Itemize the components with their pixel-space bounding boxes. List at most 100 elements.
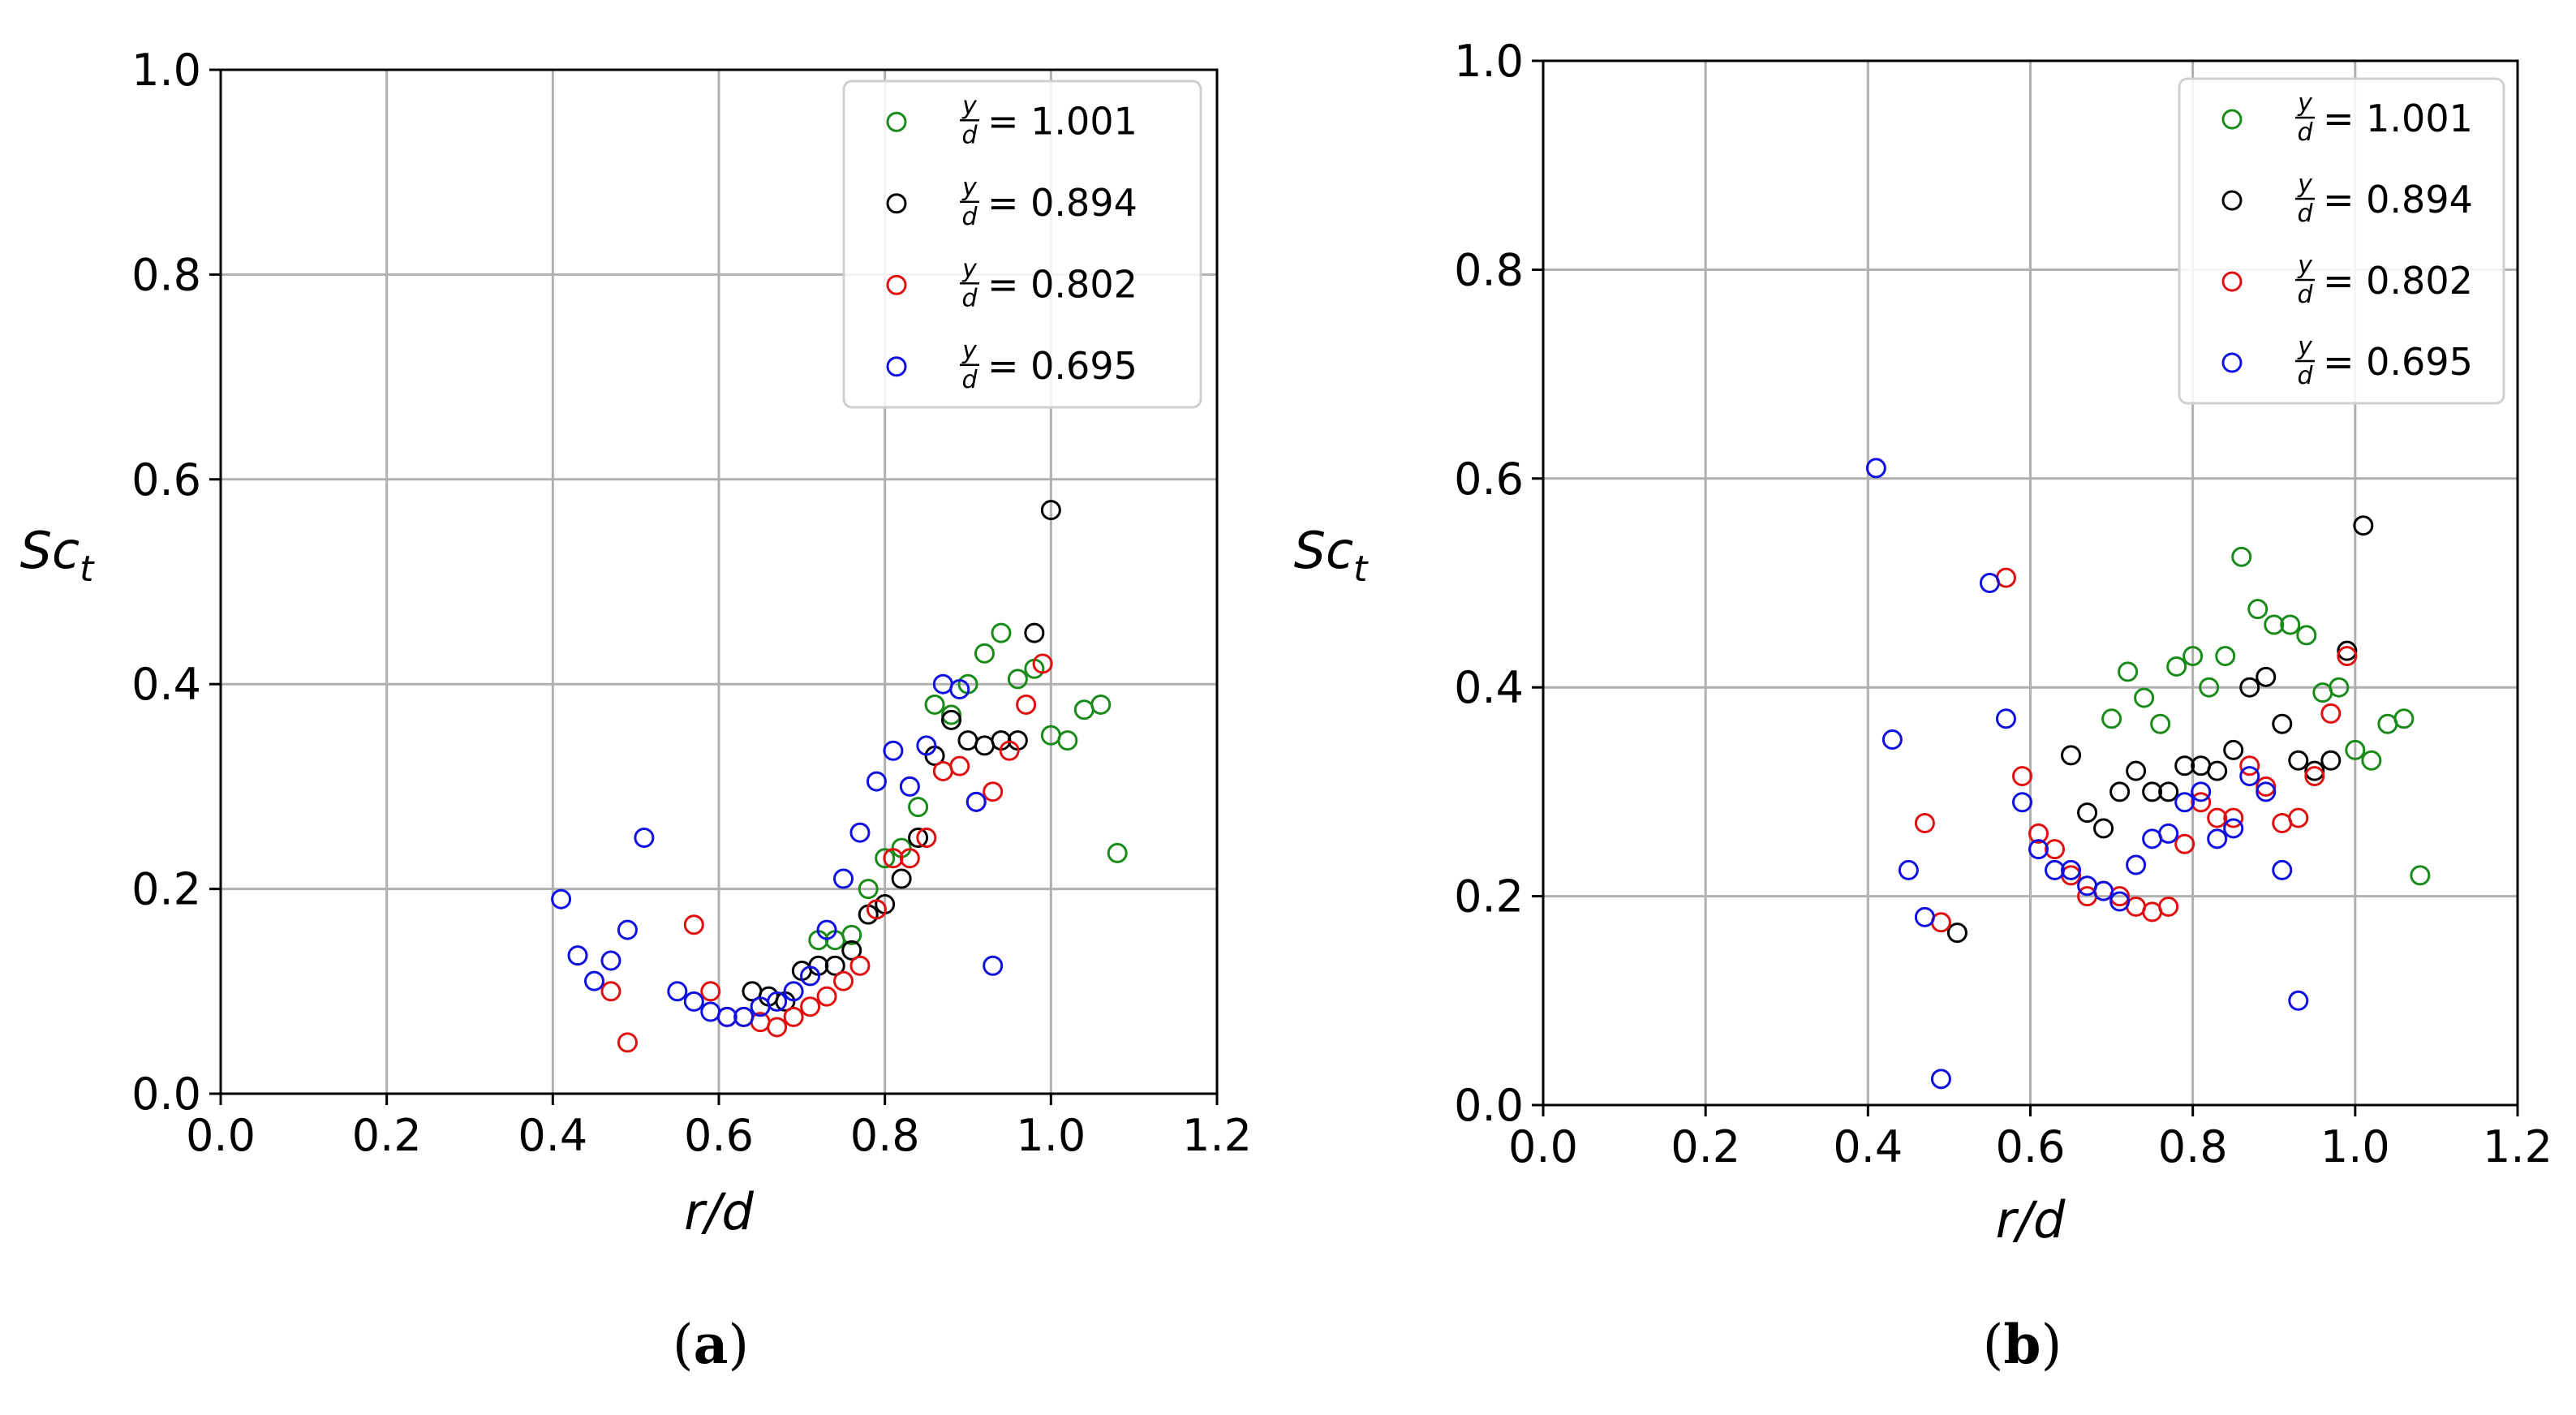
chart-2-series-4-point-8 [2011, 792, 2032, 813]
chart-1-series-1-point-16 [1057, 730, 1078, 751]
chart-2-series-2-point-15 [2272, 713, 2293, 734]
chart-1-series-1-point-17 [1073, 699, 1094, 720]
chart-2-series-1-point-9 [2231, 546, 2252, 567]
chart-2-panel-label-letter: b [2003, 1313, 2041, 1376]
chart-2-legend-marker-3 [2221, 271, 2243, 292]
chart-1-series-4-point-4 [600, 950, 621, 971]
chart-1-series-1-point-3 [841, 924, 862, 945]
chart-2-series-2-point-11 [2207, 760, 2228, 781]
chart-1-ytick-label-2: 0.4 [131, 659, 201, 710]
chart-2-legend-value-4: = 0.695 [2323, 340, 2473, 384]
chart-1-series-3-point-4 [700, 981, 721, 1002]
chart-2-series-1-point-10 [2247, 599, 2269, 620]
chart-2-ytick-label-0: 0.0 [1454, 1080, 1524, 1131]
chart-1-series-3-point-19 [949, 755, 970, 776]
chart-1-series-1-point-11 [974, 643, 995, 664]
chart-2-panel-label-open: ( [1983, 1314, 2004, 1376]
chart-2-series-4-point-15 [2126, 854, 2147, 875]
chart-2-xtick-label-3: 0.6 [1996, 1121, 2066, 1172]
chart-2-series-4-point-23 [2256, 781, 2277, 802]
chart-1-series-4-point-1 [551, 888, 572, 910]
chart-2-series-4-point-14 [2109, 891, 2131, 912]
chart-1-legend-frac-den-3: d [961, 284, 978, 312]
chart-1-series-3-point-11 [816, 986, 837, 1007]
chart-1-series-4-point-2 [567, 945, 588, 966]
chart-1-xtick-label-1: 0.2 [352, 1110, 422, 1161]
chart-2-legend-frac-num-1: y [2297, 89, 2313, 118]
chart-1-xtick-label-6: 1.2 [1182, 1110, 1252, 1161]
chart-1-series-4-point-8 [683, 991, 704, 1012]
chart-2-series-4-point-3 [1898, 859, 1919, 880]
chart-1-series-4-point-21 [899, 776, 920, 797]
chart-2-xtick-label-5: 1.0 [2320, 1121, 2390, 1172]
chart-1-xtick-label-0: 0.0 [186, 1110, 256, 1161]
chart-1-series-1-point-5 [875, 848, 896, 869]
chart-2-series-4-point-24 [2272, 859, 2293, 880]
chart-2-series-1-point-19 [2393, 708, 2415, 729]
chart-1-panel-label-open: ( [673, 1314, 694, 1376]
chart-1-series-3-point-14 [866, 899, 887, 920]
chart-2-ytick-label-2: 0.4 [1454, 662, 1524, 713]
chart-2-legend-value-3: = 0.802 [2323, 259, 2473, 303]
chart-2-series-2-point-3 [2077, 802, 2098, 824]
chart-1-ytick-label-0: 0.0 [131, 1069, 201, 1120]
chart-2-series-1-point-12 [2280, 614, 2301, 635]
chart-1-xlabel: r/d [684, 1182, 754, 1241]
chart-2-series-4-point-20 [2207, 828, 2228, 849]
chart-2-series-1-point-8 [2215, 646, 2236, 667]
chart-1-series-3-point-22 [999, 740, 1020, 761]
chart-1-ytick-label-3: 0.6 [131, 454, 201, 505]
chart-2-series-2-point-19 [2337, 640, 2358, 661]
chart-2-series-3-point-23 [2320, 703, 2342, 724]
chart-1-xtick-label-2: 0.4 [518, 1110, 587, 1161]
chart-2-series-4-point-9 [2028, 839, 2049, 860]
chart-2-series-1-point-4 [2150, 713, 2171, 734]
chart-2-series-2-point-18 [2320, 750, 2342, 771]
chart-1-series-4-point-3 [584, 970, 604, 991]
chart-1-series-2-point-6 [824, 955, 845, 976]
chart-2-series-2-point-1 [1946, 923, 1967, 944]
chart-1-series-4-point-13 [767, 991, 788, 1012]
chart-1-series-3-point-24 [1032, 653, 1053, 674]
chart-1-ytick-label-4: 0.8 [131, 249, 201, 300]
chart-2-series-2-point-13 [2239, 677, 2260, 698]
chart-2-series-4-point-25 [2288, 990, 2309, 1011]
chart-2-series-1-point-7 [2199, 677, 2220, 698]
chart-1-panel-label: (a) [673, 1313, 749, 1376]
chart-2-series-2-point-14 [2256, 666, 2277, 687]
chart-1-series-1-point-9 [941, 704, 962, 725]
chart-2-xlabel: r/d [1996, 1190, 2066, 1249]
chart-2-series-1-point-15 [2329, 677, 2350, 698]
chart-1-series-1-point-8 [924, 694, 945, 715]
chart-2-series-1-point-6 [2183, 646, 2204, 667]
chart-2-legend-frac-num-2: y [2297, 170, 2313, 199]
chart-1-series-2-point-14 [957, 730, 978, 751]
chart-1-series-3-point-15 [883, 848, 904, 869]
chart-2-series-2-point-20 [2353, 515, 2374, 536]
chart-2-series-2-point-17 [2304, 760, 2325, 781]
chart-1-series-2-point-7 [841, 940, 862, 961]
chart-2-ytick-label-4: 0.8 [1454, 244, 1524, 295]
chart-2-panel-label-close: ) [2041, 1314, 2062, 1376]
chart-2-series-2-point-6 [2126, 760, 2147, 781]
chart-2-series-3-point-17 [2223, 807, 2244, 828]
chart-2-xtick-label-2: 0.4 [1833, 1121, 1903, 1172]
chart-1-series-2-point-11 [908, 828, 929, 848]
chart-2-series-2-point-4 [2093, 818, 2114, 839]
chart-2-series-3-point-5 [2028, 823, 2049, 844]
chart-2-series-4-point-1 [1865, 458, 1886, 479]
chart-2-series-3-point-14 [2174, 833, 2195, 854]
chart-1-series-4-point-6 [634, 828, 655, 848]
chart-2-xtick-label-4: 0.8 [2158, 1121, 2228, 1172]
chart-1-series-2-point-15 [974, 735, 995, 756]
chart-2-series-2-point-9 [2174, 755, 2195, 776]
chart-2-series-4-point-11 [2061, 859, 2082, 880]
chart-1-series-3-point-21 [983, 781, 1004, 802]
chart-1-legend-frac-den-2: d [961, 203, 978, 231]
chart-2-xtick-label-6: 1.2 [2483, 1121, 2552, 1172]
chart-2-series-4-point-22 [2239, 766, 2260, 787]
chart-2-series-3-point-16 [2207, 807, 2228, 828]
chart-2-series-2-point-12 [2223, 739, 2244, 760]
chart-2-series-1-point-16 [2345, 739, 2366, 760]
